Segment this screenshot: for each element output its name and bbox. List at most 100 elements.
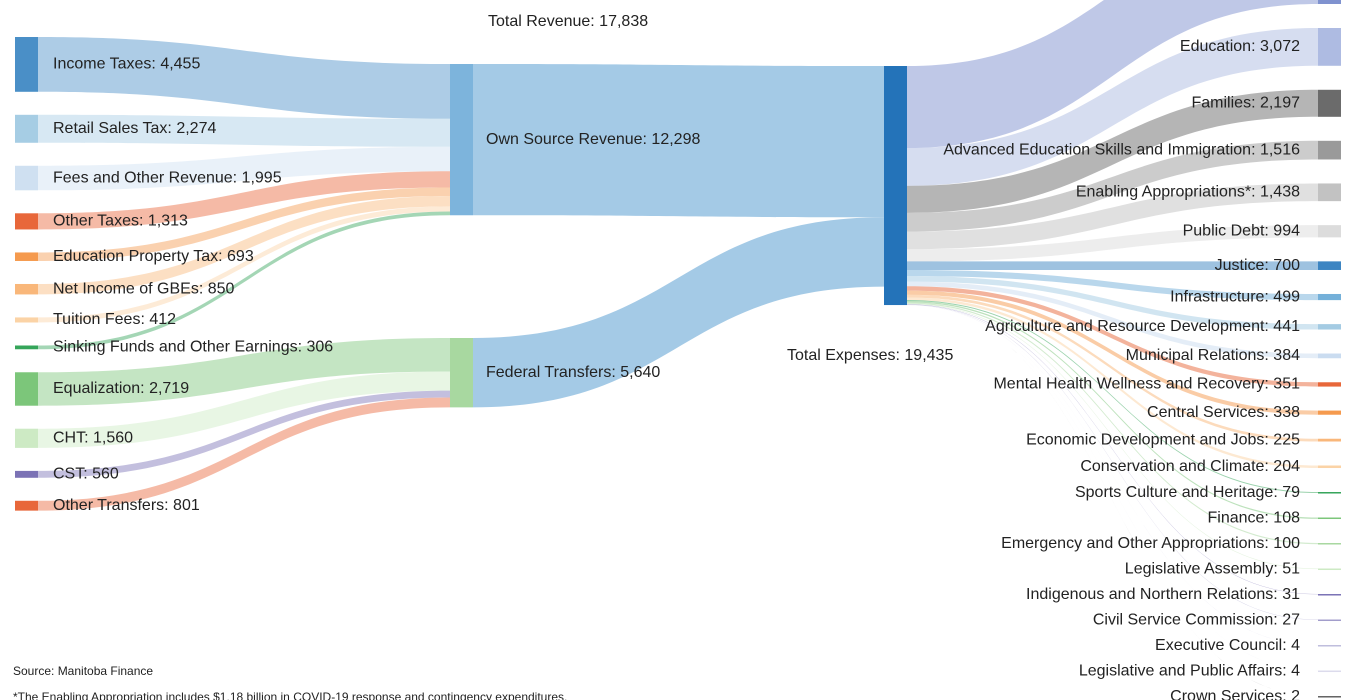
expense-node — [1318, 645, 1341, 647]
expense-link — [907, 301, 1318, 519]
expense-link — [907, 225, 1318, 262]
middle-node — [450, 64, 473, 216]
source-node — [15, 317, 38, 323]
source-node — [15, 428, 38, 448]
source-label: CST: 560 — [53, 466, 119, 483]
expense-node — [1318, 28, 1341, 66]
total-node — [884, 66, 907, 306]
expense-link — [907, 261, 1318, 271]
expense-label: Justice: 700 — [1215, 257, 1300, 274]
expense-node — [1318, 382, 1341, 387]
source-label: Retail Sales Tax: 2,274 — [53, 120, 216, 137]
source-label: Net Income of GBEs: 850 — [53, 280, 235, 297]
source-label: Other Taxes: 1,313 — [53, 213, 188, 230]
links — [38, 0, 1318, 697]
expense-link — [907, 270, 1318, 301]
expense-node — [1318, 225, 1341, 238]
expense-node — [1318, 261, 1341, 270]
source-label: Education Property Tax: 693 — [53, 248, 254, 265]
expense-link — [907, 303, 1318, 570]
expense-link — [907, 304, 1318, 595]
expense-link — [907, 297, 1318, 469]
source-label: Sinking Funds and Other Earnings: 306 — [53, 339, 333, 356]
source-note: Source: Manitoba Finance — [13, 664, 153, 678]
expense-label: Families: 2,197 — [1192, 95, 1301, 112]
expense-link — [907, 281, 1318, 359]
expense-node — [1318, 353, 1341, 359]
expense-label: Finance: 108 — [1207, 509, 1300, 526]
source-label: Income Taxes: 4,455 — [53, 56, 200, 73]
middle-node — [450, 338, 473, 408]
source-node — [15, 470, 38, 478]
source-link — [38, 146, 450, 191]
source-label: Equalization: 2,719 — [53, 380, 189, 397]
source-node — [15, 37, 38, 92]
expense-link — [907, 183, 1318, 250]
source-node — [15, 165, 38, 191]
expense-node — [1318, 89, 1341, 117]
expense-node — [1318, 517, 1341, 520]
expense-label: Central Services: 338 — [1147, 404, 1300, 421]
expense-label: Economic Development and Jobs: 225 — [1026, 431, 1300, 448]
source-link — [38, 338, 450, 406]
expense-link — [907, 140, 1318, 232]
source-label: CHT: 1,560 — [53, 430, 133, 447]
middle-link — [473, 217, 884, 408]
expense-link — [907, 294, 1318, 442]
expense-link — [907, 276, 1318, 330]
source-label: Other Transfers: 801 — [53, 497, 200, 514]
source-link — [38, 206, 450, 323]
expense-label: Executive Council: 4 — [1155, 637, 1300, 654]
expense-label: Education: 3,072 — [1180, 38, 1300, 55]
expense-node — [1318, 619, 1341, 622]
expense-label: Municipal Relations: 384 — [1126, 347, 1300, 364]
expense-label: Public Debt: 994 — [1183, 222, 1301, 239]
source-node — [15, 500, 38, 511]
nodes — [15, 0, 1341, 698]
total-label: Total Expenses: 19,435 — [787, 347, 953, 364]
source-link — [38, 37, 450, 119]
source-node — [15, 372, 38, 406]
expense-link — [907, 304, 1318, 646]
expense-node — [1318, 670, 1341, 673]
expense-node — [1318, 594, 1341, 596]
expense-link — [907, 305, 1318, 697]
expense-link — [907, 0, 1318, 149]
expense-label: Conservation and Climate: 204 — [1080, 458, 1300, 475]
expense-label: Advanced Education Skills and Immigratio… — [943, 141, 1300, 158]
expense-label: Mental Health Wellness and Recovery: 351 — [993, 376, 1300, 393]
expense-label: Agriculture and Resource Development: 44… — [985, 318, 1300, 335]
expense-link — [907, 304, 1318, 671]
expense-node — [1318, 293, 1341, 301]
expense-node — [1318, 492, 1341, 494]
expense-node — [1318, 183, 1341, 202]
middle-label: Federal Transfers: 5,640 — [486, 364, 660, 381]
source-link — [38, 187, 450, 261]
middle-link — [473, 64, 884, 218]
expense-link — [907, 286, 1318, 387]
expense-link — [907, 28, 1318, 186]
source-link — [38, 390, 450, 478]
expense-node — [1318, 465, 1341, 469]
source-link — [38, 171, 450, 230]
source-link — [38, 371, 450, 448]
expense-link — [907, 302, 1318, 545]
source-link — [38, 397, 450, 511]
expense-node — [1318, 324, 1341, 330]
chart-title: Total Revenue: 17,838 — [488, 13, 648, 30]
expense-label: Infrastructure: 499 — [1170, 288, 1300, 305]
expense-node — [1318, 568, 1341, 571]
source-node — [15, 114, 38, 143]
expense-node — [1318, 696, 1341, 698]
source-link — [38, 114, 450, 147]
expense-link — [907, 304, 1318, 620]
source-node — [15, 283, 38, 295]
expense-label: Legislative and Public Affairs: 4 — [1079, 662, 1300, 679]
middle-label: Own Source Revenue: 12,298 — [486, 131, 700, 148]
source-node — [15, 213, 38, 230]
source-label: Fees and Other Revenue: 1,995 — [53, 169, 282, 186]
expense-label: Civil Service Commission: 27 — [1093, 611, 1300, 628]
footnote: *The Enabling Appropriation includes $1.… — [13, 690, 567, 700]
expense-label: Indigenous and Northern Relations: 31 — [1026, 586, 1300, 603]
